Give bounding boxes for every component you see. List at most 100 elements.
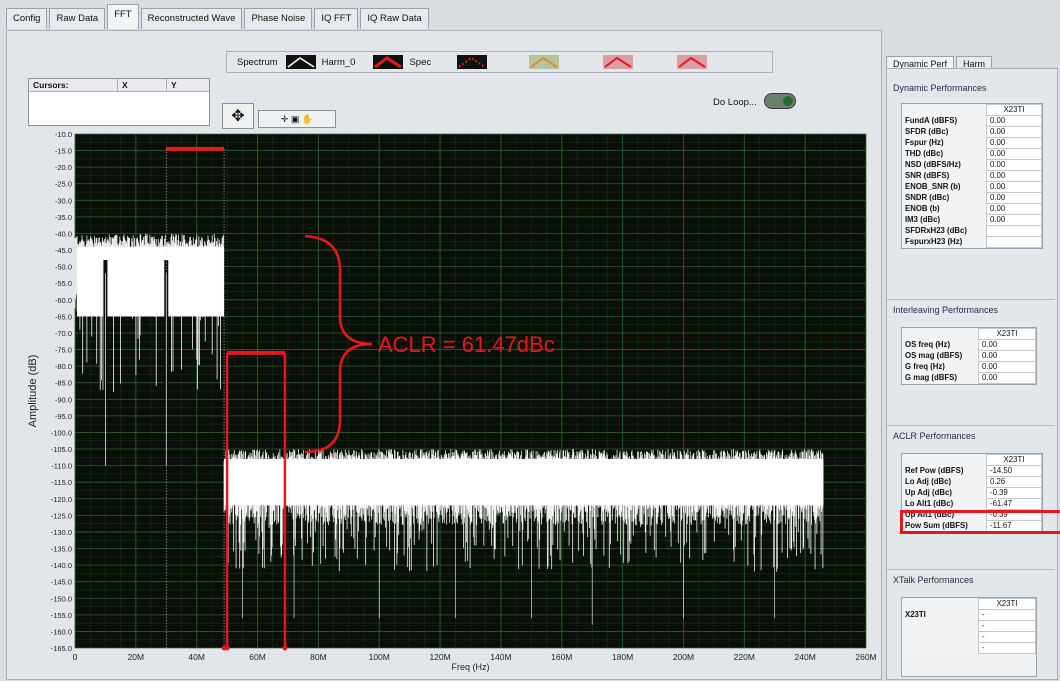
legend-swatch-2[interactable] (529, 55, 560, 69)
row-value[interactable]: 0.00 (978, 372, 1036, 384)
row-value[interactable]: - (978, 620, 1036, 632)
cursors-x-header: X (117, 79, 166, 91)
table-row: Lo Alt1 (dBc) -61.47 (902, 498, 1042, 510)
table-row: NSD (dBFS/Hz) 0.00 (902, 159, 1042, 171)
legend-swatch-3[interactable] (603, 55, 634, 69)
xtalk-section: XTalk Performances (887, 575, 1055, 585)
legend-spec-swatch[interactable] (373, 55, 404, 69)
row-value[interactable]: 0.00 (986, 137, 1042, 149)
row-value[interactable] (986, 236, 1042, 248)
row-value[interactable]: - (978, 609, 1036, 621)
column-header: X23TI (978, 328, 1036, 340)
x-tick-label: 200M (673, 652, 694, 662)
xtalk-title: XTalk Performances (893, 575, 974, 585)
interleaving-table-box: X23TI OS freq (Hz) 0.00 OS mag (dBFS) 0.00 G … (901, 327, 1037, 385)
row-value[interactable]: 0.00 (986, 115, 1042, 127)
y-tick-label: -165.0 (51, 644, 72, 653)
tab-harm[interactable]: Harm (956, 56, 993, 71)
row-value[interactable]: - (978, 631, 1036, 643)
row-value[interactable] (986, 225, 1042, 237)
row-value[interactable]: 0.00 (986, 159, 1042, 171)
row-label: Up Alt1 (dBc) (902, 509, 987, 521)
row-label: Lo Adj (dBc) (902, 476, 987, 488)
row-label: FundA (dBFS) (902, 115, 987, 127)
tab-raw-data[interactable]: Raw Data (49, 8, 106, 29)
y-axis-ticks: -10.0 -15.0 -20.0 -25.0 -30.0 -35.0 -40.0 -45.0… (51, 130, 72, 653)
y-tick-label: -90.0 (55, 395, 72, 404)
x-tick-label: 100M (369, 652, 390, 662)
tab-iq-fft[interactable]: IQ FFT (314, 8, 359, 29)
y-tick-label: -40.0 (55, 229, 72, 238)
table-row: SNR (dBFS) 0.00 (902, 170, 1042, 182)
tab-reconstructed-wave[interactable]: Reconstructed Wave (140, 8, 243, 29)
row-label: G mag (dBFS) (902, 372, 979, 384)
row-value[interactable]: 0.00 (978, 361, 1036, 373)
dynamic-title: Dynamic Performances (893, 83, 987, 93)
y-tick-label: -60.0 (55, 296, 72, 305)
main-tabs: Config Raw Data FFT Reconstructed Wave P… (6, 4, 431, 30)
y-axis-label: Amplitude (dB) (27, 355, 39, 428)
row-value[interactable]: 0.00 (978, 339, 1036, 351)
row-value[interactable]: -0.39 (986, 487, 1042, 499)
y-tick-label: -135.0 (51, 545, 72, 554)
row-value[interactable]: 0.00 (986, 170, 1042, 182)
y-tick-label: -35.0 (55, 213, 72, 222)
x-axis-label: Freq (Hz) (452, 662, 490, 672)
y-tick-label: -30.0 (55, 196, 72, 205)
legend-spec-label: Spec (409, 56, 432, 68)
cursors-table[interactable]: Cursors: X Y (28, 78, 210, 126)
table-row: OS freq (Hz) 0.00 (902, 339, 1036, 351)
row-value[interactable]: 0.00 (986, 192, 1042, 204)
row-value[interactable]: -61.47 (986, 498, 1042, 510)
table-row: - (902, 631, 1036, 643)
table-row: SFDRxH23 (dBc) (902, 225, 1042, 237)
row-value[interactable]: 0.00 (986, 214, 1042, 226)
row-value[interactable]: - (978, 642, 1036, 654)
row-label: OS mag (dBFS) (902, 350, 979, 362)
row-value[interactable]: 0.00 (986, 203, 1042, 215)
row-value[interactable]: 0.00 (978, 350, 1036, 362)
legend-harm0-swatch[interactable] (285, 55, 316, 69)
row-value[interactable]: 0.00 (986, 181, 1042, 193)
do-loop-toggle[interactable] (764, 93, 796, 109)
tab-iq-raw-data[interactable]: IQ Raw Data (360, 8, 429, 29)
x-tick-label: 80M (310, 652, 327, 662)
x-tick-label: 160M (551, 652, 572, 662)
band-edge-dot (224, 645, 230, 651)
graph-tools-palette[interactable]: ✛ ▣ ✋ (258, 110, 336, 128)
interleaving-section: Interleaving Performances (887, 305, 1055, 315)
row-value[interactable]: 0.26 (986, 476, 1042, 488)
aclr-markers (165, 146, 288, 651)
tab-fft[interactable]: FFT (107, 4, 139, 29)
table-row: Up Adj (dBc) -0.39 (902, 487, 1042, 499)
dynamic-table-box: X23TI FundA (dBFS) 0.00 SFDR (dBc) 0.00 Fspur… (901, 103, 1043, 249)
row-label: FspurxH23 (Hz) (902, 236, 987, 248)
row-value[interactable]: 0.00 (986, 148, 1042, 160)
row-label (902, 620, 979, 632)
row-label: SFDR (dBc) (902, 126, 987, 138)
row-value[interactable]: -14.50 (986, 465, 1042, 477)
x-tick-label: 220M (734, 652, 755, 662)
fft-plot[interactable]: -10.0 -15.0 -20.0 -25.0 -30.0 -35.0 -40.0 -45.0… (0, 0, 880, 681)
table-row: Lo Adj (dBc) 0.26 (902, 476, 1042, 488)
interleaving-title: Interleaving Performances (893, 305, 999, 315)
row-label: X23TI (902, 609, 979, 621)
row-label: Up Adj (dBc) (902, 487, 987, 499)
tab-dynamic-perf[interactable]: Dynamic Perf (886, 56, 955, 71)
header-spacer (902, 454, 987, 466)
row-label (902, 631, 979, 643)
table-row: IM3 (dBc) 0.00 (902, 214, 1042, 226)
legend-marker-swatch-1[interactable] (457, 55, 488, 69)
spec-swatch-icon (374, 56, 403, 69)
table-row: - (902, 642, 1036, 654)
row-label: G freq (Hz) (902, 361, 979, 373)
swatch-4-icon (678, 56, 706, 68)
zoom-tools-icon: ✛ ▣ ✋ (280, 113, 314, 124)
legend-swatch-4[interactable] (677, 55, 708, 69)
tab-phase-noise[interactable]: Phase Noise (244, 8, 313, 29)
aclr-title: ACLR Performances (893, 431, 976, 441)
row-value[interactable]: 0.00 (986, 126, 1042, 138)
row-label: Lo Alt1 (dBc) (902, 498, 987, 510)
tab-config[interactable]: Config (6, 8, 48, 29)
pan-control-button[interactable]: ✥ (222, 103, 254, 129)
